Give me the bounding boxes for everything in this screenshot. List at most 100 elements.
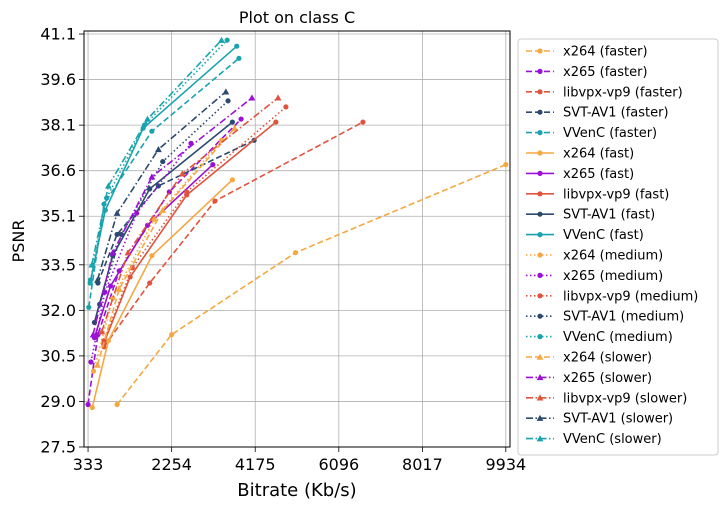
series-5: [89, 177, 235, 411]
data-point: [178, 170, 186, 177]
series-line: [101, 97, 279, 332]
legend-marker: [537, 211, 543, 217]
data-point: [248, 94, 256, 101]
legend-marker: [536, 435, 544, 442]
data-point: [94, 276, 101, 283]
legend-item: x264 (medium): [526, 249, 663, 264]
data-point: [105, 338, 111, 344]
legend-marker: [537, 293, 543, 299]
series-16: [89, 94, 256, 338]
legend-marker: [537, 191, 543, 197]
legend-marker: [537, 48, 543, 54]
y-tick-label: 39.6: [40, 70, 76, 89]
series-line: [88, 57, 240, 308]
series-line: [91, 39, 223, 265]
data-point: [88, 359, 94, 365]
data-point: [87, 277, 94, 283]
data-point: [147, 280, 153, 286]
data-point: [144, 115, 151, 122]
y-tick-label: 35.1: [40, 207, 76, 226]
data-point: [101, 338, 107, 344]
data-point: [114, 401, 120, 408]
legend-item: x265 (faster): [526, 65, 648, 80]
legend-item: x265 (fast): [526, 167, 634, 182]
legend-item: libvpx-vp9 (medium): [526, 289, 698, 304]
data-point: [104, 182, 112, 189]
y-tick-label: 41.1: [40, 25, 76, 44]
data-point: [89, 331, 97, 338]
series-0: [114, 162, 509, 408]
data-point: [212, 198, 218, 204]
series-line: [103, 106, 287, 341]
data-point: [238, 116, 244, 122]
data-point: [94, 361, 101, 368]
legend-item: libvpx-vp9 (slower): [526, 391, 687, 406]
data-point: [224, 37, 230, 43]
legend-marker: [536, 374, 544, 381]
legend-item: SVT-AV1 (faster): [526, 106, 669, 121]
x-tick-label: 4175: [235, 455, 276, 474]
data-point: [503, 162, 509, 168]
data-point: [292, 250, 299, 256]
plot-frame: [83, 30, 511, 448]
legend-label: VVenC (faster): [563, 126, 657, 141]
series-line: [91, 179, 233, 408]
data-point: [124, 249, 132, 256]
data-point: [127, 274, 133, 280]
legend-item: VVenC (medium): [526, 330, 673, 345]
y-tick-label: 32.0: [40, 301, 76, 320]
data-point: [149, 253, 155, 259]
legend-label: x265 (slower): [563, 371, 652, 386]
series-line: [102, 121, 277, 345]
data-point: [231, 124, 238, 131]
series-line: [92, 139, 223, 372]
series-line: [90, 142, 192, 363]
legend-label: x264 (slower): [563, 351, 652, 366]
data-point: [360, 119, 366, 125]
data-point: [115, 285, 123, 292]
x-tick-label: 9934: [485, 455, 526, 474]
legend-box: [517, 38, 719, 456]
data-point: [210, 162, 216, 168]
legend-label: libvpx-vp9 (faster): [563, 85, 683, 100]
legend-label: SVT-AV1 (medium): [563, 310, 684, 325]
y-tick-label: 38.1: [40, 116, 76, 135]
legend-item: x265 (slower): [526, 371, 652, 386]
legend-item: VVenC (fast): [526, 228, 644, 243]
series-line: [96, 127, 236, 366]
data-point: [149, 128, 155, 134]
series-10: [90, 137, 225, 374]
data-point: [273, 119, 279, 125]
y-tick-label: 27.5: [40, 438, 76, 457]
legend-label: SVT-AV1 (faster): [563, 106, 669, 121]
legend-marker: [537, 232, 543, 238]
series-18: [94, 88, 230, 283]
data-point: [236, 55, 242, 61]
chart-title: Plot on class C: [239, 8, 355, 27]
data-point: [147, 186, 153, 192]
legend-item: x264 (slower): [526, 351, 652, 366]
legend-marker: [537, 272, 543, 278]
data-point: [155, 146, 162, 153]
y-axis-label: PSNR: [9, 220, 28, 263]
data-point: [184, 189, 190, 195]
legend-item: SVT-AV1 (slower): [526, 412, 673, 427]
legend-label: libvpx-vp9 (fast): [563, 187, 669, 202]
x-axis-label: Bitrate (Kb/s): [237, 480, 356, 501]
data-point: [234, 43, 240, 49]
series-line: [96, 91, 227, 281]
data-point: [148, 173, 156, 180]
data-point: [159, 206, 167, 213]
data-point: [109, 249, 117, 256]
legend-marker: [537, 170, 543, 176]
legend-label: SVT-AV1 (fast): [563, 208, 655, 223]
series-2: [101, 119, 366, 350]
data-point: [169, 332, 175, 338]
legend-item: VVenC (faster): [526, 126, 657, 141]
series-line: [89, 39, 228, 281]
legend-item: x265 (medium): [526, 269, 663, 284]
x-tick-label: 2254: [151, 455, 192, 474]
x-tick-label: 8017: [402, 455, 443, 474]
legend-item: x264 (fast): [526, 147, 634, 162]
series-line: [98, 100, 229, 305]
